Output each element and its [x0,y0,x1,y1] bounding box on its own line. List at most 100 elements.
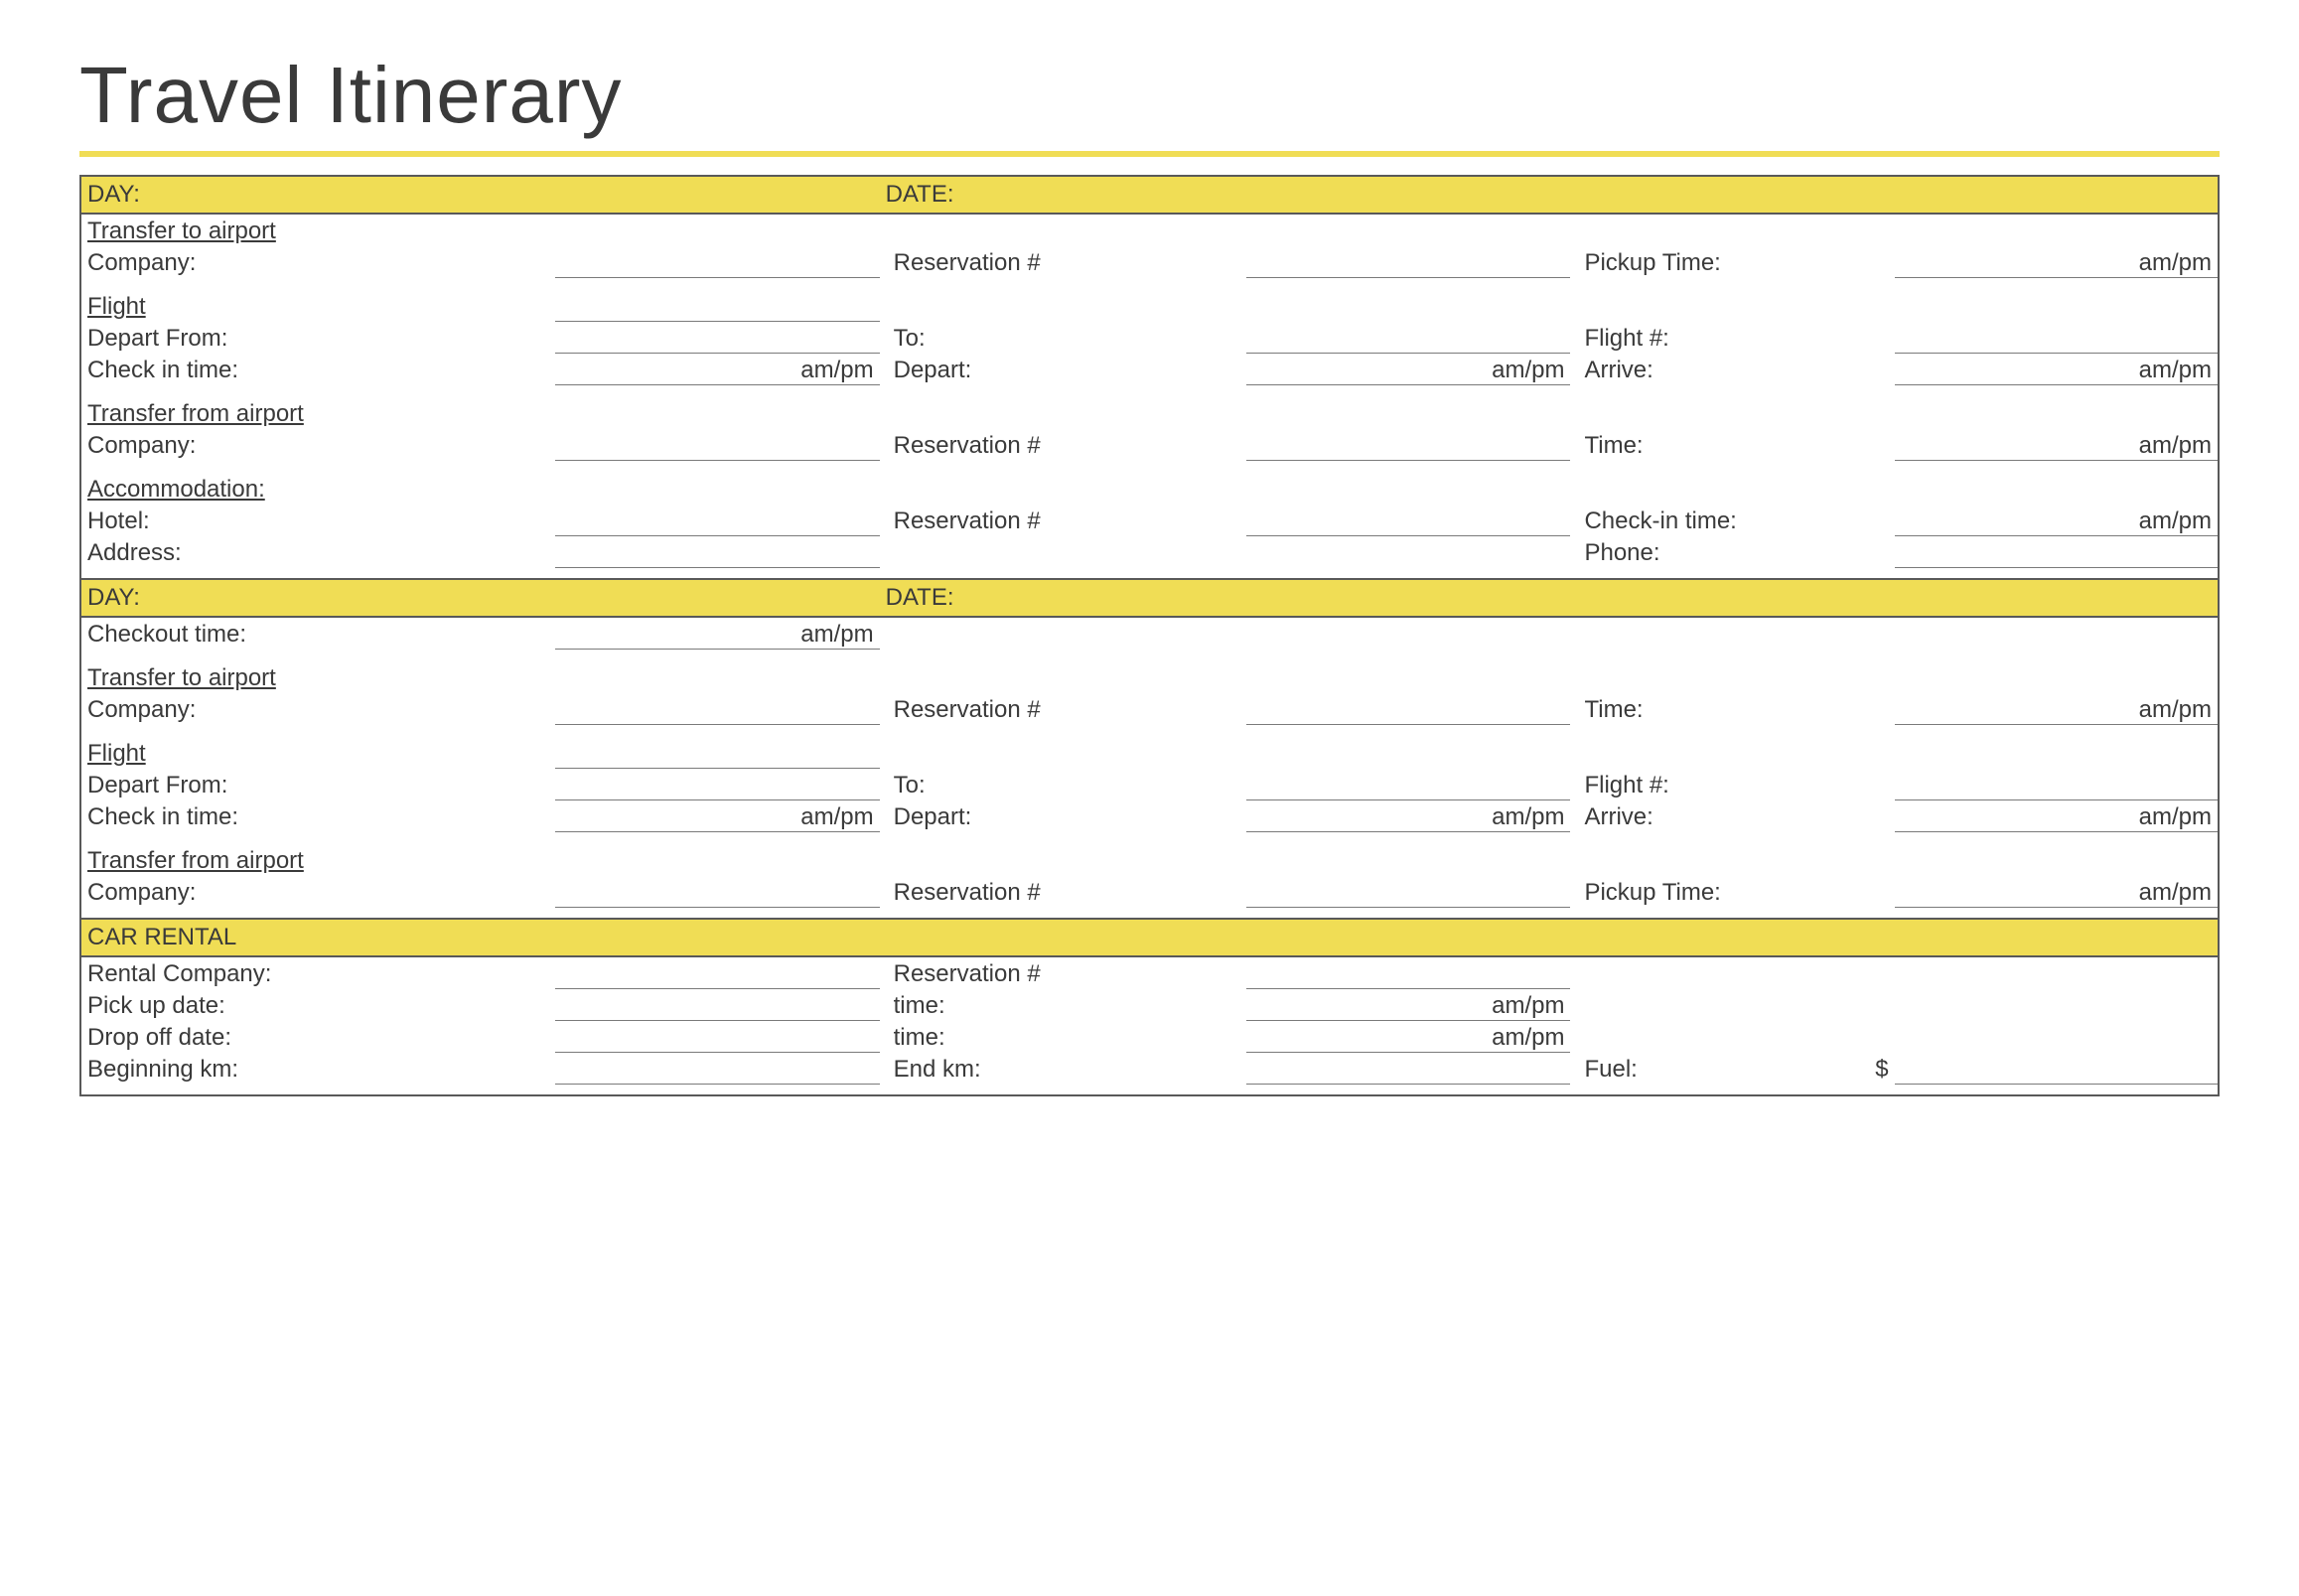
input-pickup-date[interactable] [555,988,879,1020]
day1-header-row: DAY: DATE: [80,176,2219,214]
row-dropoff-date: Drop off date: time: am/pm [80,1020,2219,1052]
input-arrive-1[interactable] [1895,353,2110,384]
label-checkin-2: Check in time: [80,799,491,831]
input-end-km[interactable] [1246,1052,1570,1084]
label-reservation-1: Reservation # [880,245,1182,277]
input-checkout[interactable] [555,617,771,649]
input-pickup-time-1[interactable] [1895,245,2110,277]
input-checkin-1[interactable] [555,353,771,384]
input-reservation-2[interactable] [1246,428,1570,460]
label-address: Address: [80,535,491,567]
input-time-3[interactable] [1246,988,1462,1020]
input-beginning-km[interactable] [555,1052,879,1084]
row-company-1: Company: Reservation # Pickup Time: am/p… [80,245,2219,277]
input-flight-num-2[interactable] [1895,768,2219,799]
input-flight-2[interactable] [555,736,879,768]
label-pickup-time-2: Pickup Time: [1570,875,1829,907]
input-arrive-2[interactable] [1895,799,2110,831]
row-checkin-1: Check in time: am/pm Depart: am/pm Arriv… [80,353,2219,384]
day2-day-label: DAY: [80,579,880,617]
label-checkout: Checkout time: [80,617,491,649]
input-flight-num-1[interactable] [1895,321,2219,353]
input-pickup-time-2[interactable] [1895,875,2110,907]
row-depart-from-1: Depart From: To: Flight #: [80,321,2219,353]
label-time-1: Time: [1570,428,1829,460]
car-rental-header-row: CAR RENTAL [80,919,2219,956]
input-time-2[interactable] [1895,692,2110,724]
label-flight-num-1: Flight #: [1570,321,1829,353]
input-depart-2[interactable] [1246,799,1462,831]
input-reservation-6[interactable] [1246,956,1570,988]
ampm-3: am/pm [1463,353,1571,384]
label-reservation-4: Reservation # [880,692,1182,724]
label-company-2: Company: [80,428,491,460]
row-transfer-to-airport-2: Transfer to airport [80,660,2219,692]
ampm-10: am/pm [1463,799,1571,831]
label-reservation-6: Reservation # [880,956,1182,988]
row-checkout: Checkout time: am/pm [80,617,2219,649]
input-depart-1[interactable] [1246,353,1462,384]
input-checkin-time[interactable] [1895,504,2110,535]
input-address[interactable] [555,535,879,567]
input-fuel[interactable] [1895,1052,2219,1084]
label-time-2: Time: [1570,692,1829,724]
input-time-4[interactable] [1246,1020,1462,1052]
row-company-4: Company: Reservation # Pickup Time: am/p… [80,875,2219,907]
input-time-1[interactable] [1895,428,2110,460]
car-rental-label: CAR RENTAL [80,919,2219,956]
label-transfer-to-airport-2: Transfer to airport [80,660,2219,692]
input-depart-from-2[interactable] [555,768,879,799]
label-arrive-1: Arrive: [1570,353,1829,384]
day1-day-label: DAY: [80,176,880,214]
input-reservation-1[interactable] [1246,245,1570,277]
ampm-7: am/pm [772,617,880,649]
row-hotel: Hotel: Reservation # Check-in time: am/p… [80,504,2219,535]
itinerary-table: DAY: DATE: Transfer to airport Company: … [79,175,2220,1096]
input-reservation-5[interactable] [1246,875,1570,907]
input-phone[interactable] [1895,535,2219,567]
label-depart-1: Depart: [880,353,1182,384]
label-depart-from-2: Depart From: [80,768,491,799]
input-checkin-2[interactable] [555,799,771,831]
input-company-1[interactable] [555,245,879,277]
label-fuel: Fuel: [1570,1052,1829,1084]
row-transfer-from-airport-2: Transfer from airport [80,843,2219,875]
ampm-5: am/pm [2110,428,2219,460]
row-address: Address: Phone: [80,535,2219,567]
input-company-3[interactable] [555,692,879,724]
row-flight-2: Flight [80,736,2219,768]
label-rental-company: Rental Company: [80,956,491,988]
label-hotel: Hotel: [80,504,491,535]
label-depart-from-1: Depart From: [80,321,491,353]
row-pickup-date: Pick up date: time: am/pm [80,988,2219,1020]
input-depart-from-1[interactable] [555,321,879,353]
input-company-4[interactable] [555,875,879,907]
label-transfer-to-airport-1: Transfer to airport [80,214,2219,245]
row-flight-1: Flight [80,289,2219,321]
input-dropoff-date[interactable] [555,1020,879,1052]
ampm-12: am/pm [2110,875,2219,907]
ampm-4: am/pm [2110,353,2219,384]
label-company-1: Company: [80,245,491,277]
input-reservation-4[interactable] [1246,692,1570,724]
label-reservation-3: Reservation # [880,504,1182,535]
label-dropoff-date: Drop off date: [80,1020,491,1052]
label-accommodation: Accommodation: [80,472,2219,504]
title-underline [79,151,2220,157]
label-to-1: To: [880,321,1182,353]
input-to-1[interactable] [1246,321,1570,353]
label-checkin-1: Check in time: [80,353,491,384]
ampm-8: am/pm [2110,692,2219,724]
label-phone: Phone: [1570,535,1829,567]
ampm-2: am/pm [772,353,880,384]
label-transfer-from-airport-2: Transfer from airport [80,843,2219,875]
row-km: Beginning km: End km: Fuel: $ [80,1052,2219,1084]
input-hotel[interactable] [555,504,879,535]
input-rental-company[interactable] [555,956,879,988]
label-to-2: To: [880,768,1182,799]
ampm-6: am/pm [2110,504,2219,535]
input-reservation-3[interactable] [1246,504,1570,535]
input-to-2[interactable] [1246,768,1570,799]
input-company-2[interactable] [555,428,879,460]
input-flight-1[interactable] [555,289,879,321]
